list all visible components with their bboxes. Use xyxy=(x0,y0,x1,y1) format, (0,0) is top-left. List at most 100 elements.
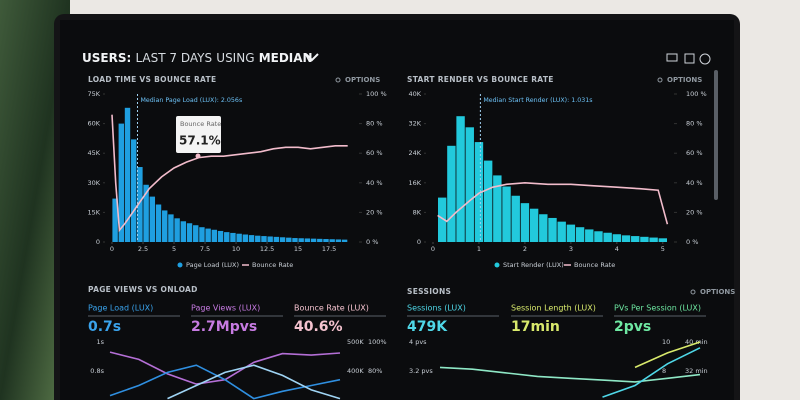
metric-value: 479K xyxy=(407,319,448,335)
panel-title: LOAD TIME VS BOUNCE RATE xyxy=(88,75,216,84)
y-tick-label: 30K xyxy=(87,179,100,187)
metric-label: Sessions (LUX) xyxy=(407,304,466,313)
histogram-bar xyxy=(437,197,447,242)
histogram-bar xyxy=(483,160,493,242)
header-part[interactable]: MEDIAN xyxy=(259,51,313,65)
dropdown-chevron[interactable] xyxy=(305,53,319,62)
histogram-bar xyxy=(205,228,211,242)
series-line xyxy=(602,347,701,398)
histogram-bar xyxy=(335,239,342,242)
histogram-bar xyxy=(520,203,530,242)
histogram-bar xyxy=(317,238,323,242)
median-annotation: Median Start Render (LUX): 1.031s xyxy=(483,97,592,104)
legend-swatch xyxy=(494,262,500,268)
histogram-bar xyxy=(236,233,242,242)
y2-tick-label: 20 % xyxy=(686,208,703,216)
histogram-bar xyxy=(186,223,193,242)
histogram-bar xyxy=(143,184,149,242)
axis-tick-label: 400K xyxy=(347,367,364,375)
metric-label: PVs Per Session (LUX) xyxy=(614,304,701,313)
y-tick-label: 60K xyxy=(87,120,100,128)
histogram-bar xyxy=(174,218,180,242)
y-tick-label: 75K xyxy=(87,90,100,98)
metric-value: 40.6% xyxy=(294,319,343,335)
options-icon[interactable] xyxy=(690,289,696,295)
x-tick-label: 2 xyxy=(523,245,527,253)
x-tick-label: 12.5 xyxy=(260,245,274,253)
histogram-bar xyxy=(474,142,484,242)
y-tick-label: 0 xyxy=(96,238,100,246)
monitor-icon[interactable] xyxy=(666,53,678,62)
y-tick-label: 40K xyxy=(408,90,421,98)
panel-title: SESSIONS xyxy=(407,287,451,296)
y-tick-label: 16K xyxy=(408,179,421,187)
histogram-bar xyxy=(217,230,224,242)
histogram-bar xyxy=(310,238,317,242)
histogram-bar xyxy=(649,237,658,242)
histogram-bar xyxy=(304,238,311,242)
help-icon[interactable] xyxy=(699,53,711,65)
histogram-bar xyxy=(267,236,273,242)
options-button[interactable]: OPTIONS xyxy=(667,76,702,84)
axis-tick-label: 1s xyxy=(96,338,104,346)
histogram-bar xyxy=(621,235,631,242)
histogram-bar xyxy=(224,232,230,242)
histogram-bar xyxy=(112,198,118,242)
metric-label: Session Length (LUX) xyxy=(511,304,596,313)
histogram-bar xyxy=(465,127,474,242)
histogram-bar xyxy=(323,239,329,242)
metric-value: 2pvs xyxy=(614,319,651,335)
y2-tick-label: 40 % xyxy=(686,179,703,187)
options-icon[interactable] xyxy=(657,77,663,83)
histogram-bar xyxy=(329,239,335,242)
legend-label[interactable]: Page Load (LUX) xyxy=(186,261,239,269)
series-line xyxy=(109,364,341,400)
histogram-bar xyxy=(273,236,280,242)
tooltip-value: 57.1% xyxy=(179,134,221,148)
histogram-bar xyxy=(566,224,576,242)
x-tick-label: 5 xyxy=(661,245,665,253)
legend-label[interactable]: Bounce Rate xyxy=(574,261,615,269)
chart-icon[interactable] xyxy=(684,53,695,64)
histogram-bar xyxy=(155,204,162,242)
histogram-bar xyxy=(211,229,218,242)
y-tick-label: 24K xyxy=(408,149,421,157)
tooltip-title: Bounce Rate xyxy=(180,120,221,128)
histogram-bar xyxy=(511,195,520,242)
options-button[interactable]: OPTIONS xyxy=(700,288,735,296)
x-tick-label: 0 xyxy=(110,245,114,253)
histogram-bar xyxy=(131,139,137,242)
histogram-bar xyxy=(502,186,511,242)
histogram-bar xyxy=(575,227,585,242)
axis-tick-label: 10 xyxy=(662,338,670,346)
histogram-bar xyxy=(193,225,199,242)
header: USERS: LAST 7 DAYS USING MEDIAN xyxy=(82,51,313,65)
x-tick-label: 1 xyxy=(477,245,481,253)
histogram-bar xyxy=(230,232,236,242)
histogram-bar xyxy=(137,167,143,242)
metric-label: Page Load (LUX) xyxy=(88,304,153,313)
histogram-bar xyxy=(341,239,348,242)
histogram-bar xyxy=(456,116,465,242)
options-icon[interactable] xyxy=(335,77,341,83)
y2-tick-label: 20 % xyxy=(366,208,383,216)
x-tick-label: 10 xyxy=(232,245,240,253)
histogram-bar xyxy=(124,107,131,243)
bounce-rate-line xyxy=(111,114,348,233)
metric-value: 17min xyxy=(511,319,560,335)
y2-tick-label: 80 % xyxy=(686,120,703,128)
legend-label[interactable]: Bounce Rate xyxy=(252,261,293,269)
legend-label[interactable]: Start Render (LUX) xyxy=(503,261,564,269)
histogram-bar xyxy=(594,231,603,242)
bounce-rate-line xyxy=(437,181,669,225)
scrollbar[interactable] xyxy=(714,70,718,200)
options-button[interactable]: OPTIONS xyxy=(345,76,380,84)
panel-title: START RENDER VS BOUNCE RATE xyxy=(407,75,554,84)
series-line xyxy=(634,341,701,369)
histogram-bar xyxy=(149,196,156,242)
metric-value: 2.7Mpvs xyxy=(191,319,257,335)
tooltip-pointer xyxy=(195,153,201,159)
y-tick-label: 0 xyxy=(417,238,421,246)
